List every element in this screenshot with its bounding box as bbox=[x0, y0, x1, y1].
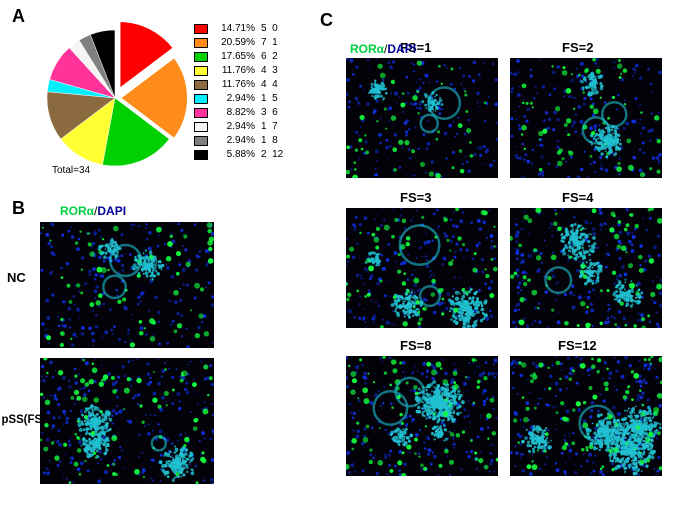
legend-percent: 11.76% bbox=[213, 78, 255, 92]
dapi-text: DAPI bbox=[97, 204, 126, 218]
panel-b-label: B bbox=[12, 198, 25, 219]
legend-swatch bbox=[194, 108, 208, 118]
legend-percent: 20.59% bbox=[213, 36, 255, 50]
panel-c-label: C bbox=[320, 10, 333, 31]
legend-row: 2.94% 1 5 bbox=[194, 92, 283, 106]
legend-swatch bbox=[194, 94, 208, 104]
legend-swatch bbox=[194, 38, 208, 48]
legend-row: 8.82% 3 6 bbox=[194, 106, 283, 120]
micrograph-pss bbox=[40, 358, 214, 484]
stain-label-c: RORα/DAPI bbox=[350, 42, 416, 56]
legend-swatch bbox=[194, 122, 208, 132]
legend-swatch bbox=[194, 24, 208, 34]
micrograph-fs bbox=[346, 58, 498, 178]
pie-chart bbox=[40, 18, 200, 178]
legend-text: 4 3 bbox=[261, 64, 278, 78]
legend-row: 11.76% 4 3 bbox=[194, 64, 283, 78]
fs-title: FS=8 bbox=[400, 338, 431, 353]
legend-swatch bbox=[194, 66, 208, 76]
legend-row: 5.88% 2 12 bbox=[194, 148, 283, 162]
fs-title: FS=3 bbox=[400, 190, 431, 205]
legend-row: 17.65% 6 2 bbox=[194, 50, 283, 64]
legend-text: 3 6 bbox=[261, 106, 278, 120]
micrograph-nc bbox=[40, 222, 214, 348]
stain-label-b: RORα/DAPI bbox=[60, 204, 126, 218]
micrograph-fs bbox=[510, 356, 662, 476]
legend-swatch bbox=[194, 52, 208, 62]
legend-text: 1 7 bbox=[261, 120, 278, 134]
rora-text: RORα bbox=[350, 42, 384, 56]
legend-percent: 2.94% bbox=[213, 92, 255, 106]
legend-percent: 11.76% bbox=[213, 64, 255, 78]
legend-row: 20.59% 7 1 bbox=[194, 36, 283, 50]
legend-row: 11.76% 4 4 bbox=[194, 78, 283, 92]
fs-title: FS=12 bbox=[558, 338, 597, 353]
legend-text: 7 1 bbox=[261, 36, 278, 50]
pie-legend: 14.71%5 020.59%7 117.65%6 211.76%4 311.7… bbox=[194, 22, 283, 162]
fs-title: FS=2 bbox=[562, 40, 593, 55]
legend-text: 1 5 bbox=[261, 92, 278, 106]
legend-percent: 8.82% bbox=[213, 106, 255, 120]
micrograph-fs bbox=[346, 208, 498, 328]
legend-percent: 5.88% bbox=[213, 148, 255, 162]
legend-row: 2.94% 1 7 bbox=[194, 120, 283, 134]
legend-text: 1 8 bbox=[261, 134, 278, 148]
legend-text: 6 2 bbox=[261, 50, 278, 64]
fs-title: FS=4 bbox=[562, 190, 593, 205]
legend-swatch bbox=[194, 150, 208, 160]
panel-a-label: A bbox=[12, 6, 25, 27]
micrograph-fs bbox=[346, 356, 498, 476]
legend-swatch bbox=[194, 80, 208, 90]
legend-text: 5 0 bbox=[261, 22, 278, 36]
micrograph-fs bbox=[510, 208, 662, 328]
legend-row: 14.71% 5 0 bbox=[194, 22, 283, 36]
legend-percent: 14.71% bbox=[213, 22, 255, 36]
rora-text: RORα bbox=[60, 204, 94, 218]
legend-text: 4 4 bbox=[261, 78, 278, 92]
dapi-text: DAPI bbox=[387, 42, 416, 56]
legend-text: 2 12 bbox=[261, 148, 283, 162]
nc-row-label: NC bbox=[7, 270, 26, 285]
legend-percent: 2.94% bbox=[213, 134, 255, 148]
micrograph-fs bbox=[510, 58, 662, 178]
legend-row: 2.94% 1 8 bbox=[194, 134, 283, 148]
legend-swatch bbox=[194, 136, 208, 146]
legend-percent: 17.65% bbox=[213, 50, 255, 64]
legend-percent: 2.94% bbox=[213, 120, 255, 134]
pie-total-label: Total=34 bbox=[52, 165, 90, 176]
